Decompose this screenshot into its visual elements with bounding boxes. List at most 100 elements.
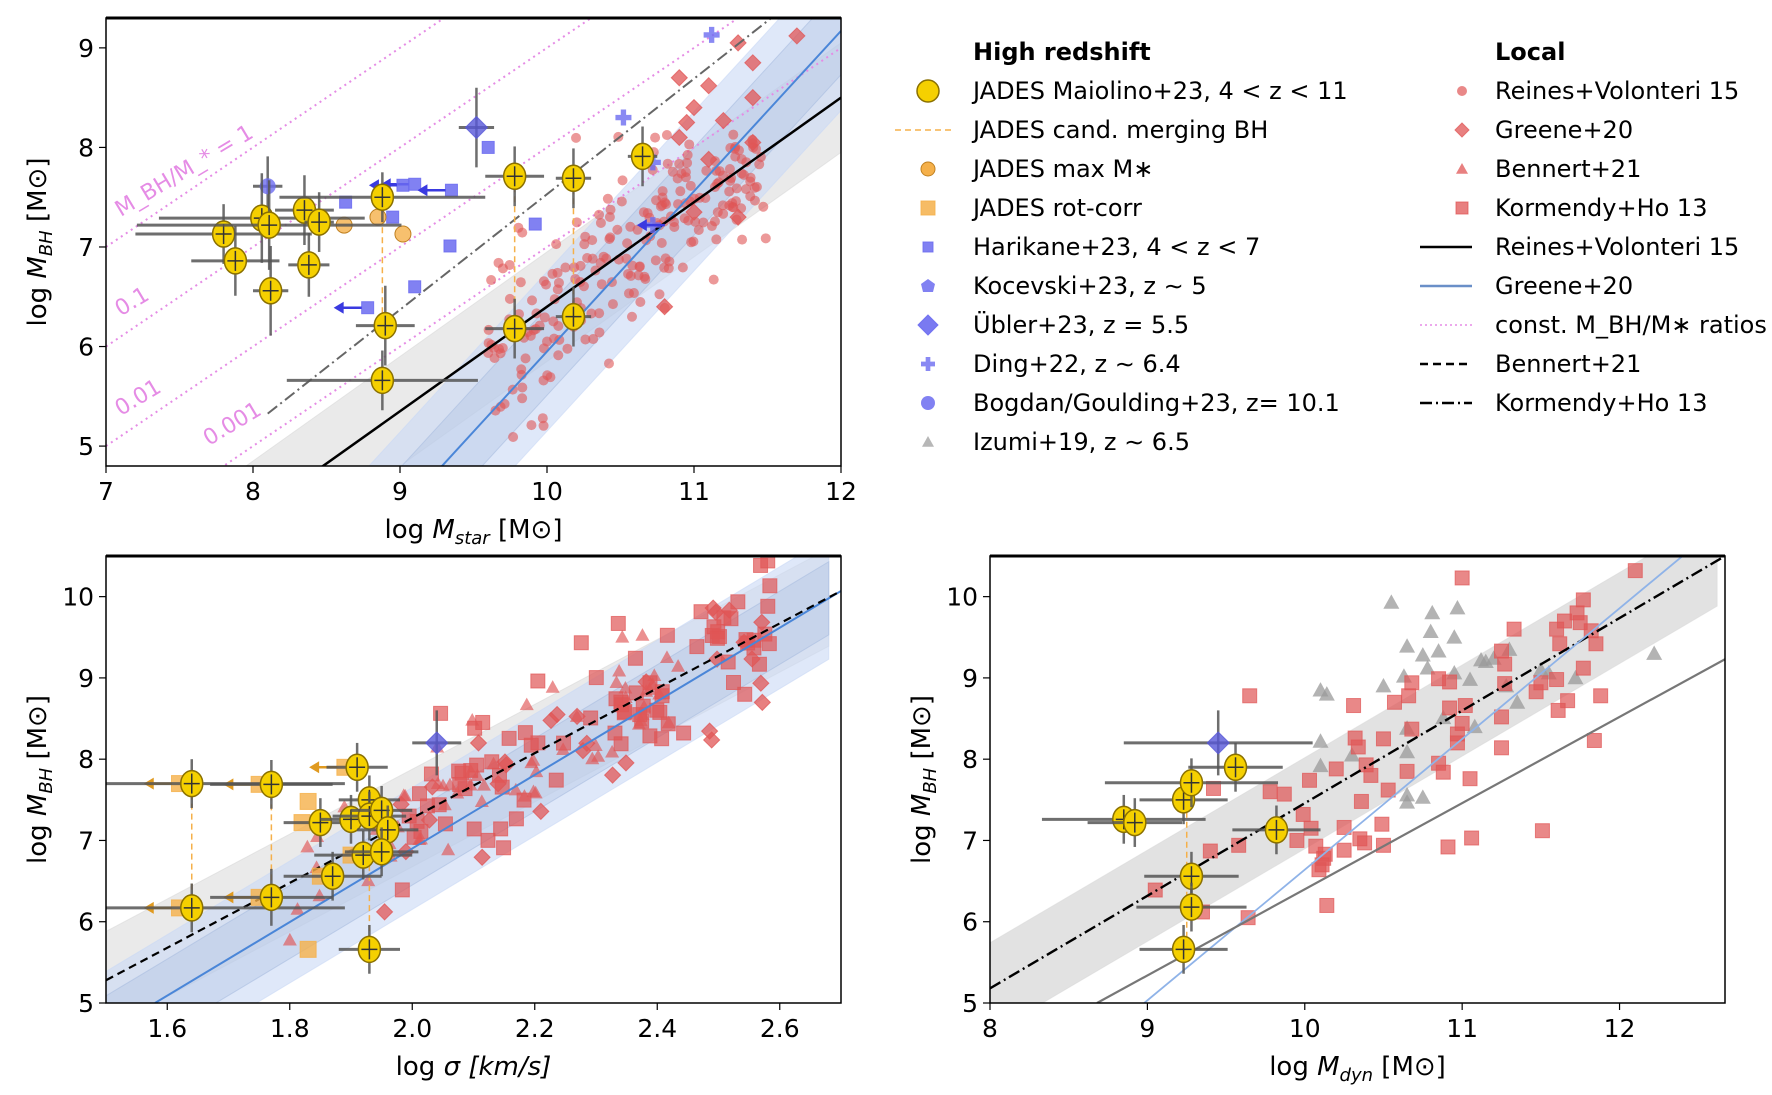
legend-entry-bennert_pts: Bennert+21 bbox=[1456, 155, 1641, 183]
reines-point bbox=[553, 320, 564, 331]
y-tick-label: 7 bbox=[78, 233, 94, 262]
kormendy-point bbox=[517, 725, 533, 741]
kormendy-point bbox=[1319, 897, 1335, 913]
ratio-line bbox=[221, 47, 841, 466]
reines-point bbox=[675, 186, 686, 197]
reines-point bbox=[701, 165, 712, 176]
ding-upper-limit-head bbox=[636, 219, 647, 232]
legend-label: Kocevski+23, z ∼ 5 bbox=[973, 272, 1207, 300]
bennert-point bbox=[441, 842, 456, 856]
reines-point bbox=[497, 263, 508, 274]
reines-point bbox=[486, 275, 497, 286]
jades-rotcorr-point bbox=[299, 940, 317, 958]
kormendy-point bbox=[1374, 816, 1390, 832]
kormendy-point bbox=[1202, 843, 1218, 859]
reines-point bbox=[634, 261, 645, 272]
kormendy-point bbox=[709, 630, 725, 646]
bennert-relation-line bbox=[106, 589, 841, 982]
ratio-line bbox=[106, 18, 740, 447]
kormendy-point bbox=[634, 713, 650, 729]
kormendy-point bbox=[1454, 570, 1470, 586]
legend-label: Greene+20 bbox=[1495, 116, 1633, 144]
y-tick-label: 9 bbox=[78, 34, 94, 63]
greene-point bbox=[714, 111, 733, 130]
reines-point bbox=[617, 175, 628, 186]
reines-point bbox=[553, 350, 564, 361]
kormendy-point bbox=[1588, 636, 1604, 652]
reines-point bbox=[517, 227, 528, 238]
reines-point bbox=[656, 237, 667, 248]
reines-point bbox=[588, 334, 599, 345]
legend-entry-kocevski: Kocevski+23, z ∼ 5 bbox=[921, 272, 1207, 300]
reines-point bbox=[745, 176, 756, 187]
reines-point bbox=[527, 295, 538, 306]
legend-entry-ubler: Übler+23, z = 5.5 bbox=[917, 310, 1189, 339]
x-tick-label: 9 bbox=[1139, 1014, 1155, 1043]
y-tick-label: 7 bbox=[962, 826, 978, 855]
kocevski-marker-icon bbox=[921, 279, 935, 292]
reines-point bbox=[635, 297, 646, 308]
izumi-point bbox=[1399, 786, 1416, 802]
kormendy-point bbox=[501, 730, 517, 746]
bennert-point bbox=[545, 680, 560, 693]
bennert-point bbox=[588, 738, 603, 752]
x-tick-label: 10 bbox=[531, 477, 563, 506]
legend-entry-ding: Ding+22, z ∼ 6.4 bbox=[921, 350, 1181, 378]
reines-point bbox=[650, 255, 661, 266]
reines-point bbox=[693, 224, 704, 235]
greene-point bbox=[655, 298, 674, 316]
ubler-marker-icon bbox=[917, 314, 939, 336]
harikane-point bbox=[443, 239, 457, 253]
kormendy-point bbox=[613, 736, 629, 752]
kormendy-point bbox=[523, 737, 539, 753]
reines-point bbox=[642, 208, 653, 219]
x-tick-label: 12 bbox=[825, 477, 857, 506]
kormendy-point bbox=[1627, 563, 1643, 579]
izumi-point bbox=[1567, 669, 1584, 685]
x-axis-label: log σ [km/s] bbox=[396, 1052, 552, 1082]
ratio-label: 0.01 bbox=[111, 375, 166, 422]
kormendy-point bbox=[760, 556, 776, 569]
bennert-point bbox=[615, 629, 630, 643]
greene-point bbox=[532, 802, 550, 821]
harikane-upper-limit-head bbox=[333, 301, 344, 314]
x-tick-label: 10 bbox=[1289, 1014, 1321, 1043]
greene-point bbox=[743, 650, 761, 668]
reines-point bbox=[758, 201, 769, 212]
reines-point bbox=[604, 211, 615, 222]
kormendy-point bbox=[1575, 660, 1591, 676]
ding-marker-icon bbox=[921, 357, 936, 371]
kormendy-point bbox=[1528, 684, 1544, 700]
kormendy-point bbox=[1336, 842, 1352, 858]
y-tick-label: 10 bbox=[946, 583, 978, 612]
kormendy-point bbox=[1586, 732, 1602, 748]
kormendy-point bbox=[726, 674, 742, 690]
reines-point bbox=[669, 221, 680, 232]
greene-point bbox=[670, 128, 689, 147]
reines-point bbox=[662, 158, 673, 169]
reines-point bbox=[603, 358, 614, 369]
kormendy-point bbox=[1440, 839, 1456, 855]
y-tick-label: 6 bbox=[78, 333, 94, 362]
greene-relation-line bbox=[1143, 556, 1684, 1003]
reines-point bbox=[594, 308, 605, 319]
reines-point bbox=[570, 273, 581, 284]
kormendy-point bbox=[1534, 823, 1550, 839]
reines-point bbox=[582, 253, 593, 264]
y-tick-label: 7 bbox=[78, 826, 94, 855]
legend: High redshift Local JADES Maiolino+23, 4 <… bbox=[895, 38, 1767, 456]
x-tick-label: 8 bbox=[982, 1014, 998, 1043]
legend-label: Reines+Volonteri 15 bbox=[1495, 77, 1739, 105]
reines-point bbox=[751, 181, 762, 192]
reines-point bbox=[633, 270, 644, 281]
greene-point bbox=[603, 766, 622, 784]
legend-entry-jades_rot: JADES rot-corr bbox=[920, 194, 1142, 222]
kormendy-point bbox=[573, 635, 589, 651]
y-tick-label: 8 bbox=[78, 133, 94, 162]
greene-point bbox=[753, 613, 771, 632]
greene-point bbox=[542, 711, 560, 730]
bennert-point bbox=[605, 744, 620, 758]
kormendy-point bbox=[1295, 806, 1311, 822]
izumi-point bbox=[1399, 638, 1416, 653]
